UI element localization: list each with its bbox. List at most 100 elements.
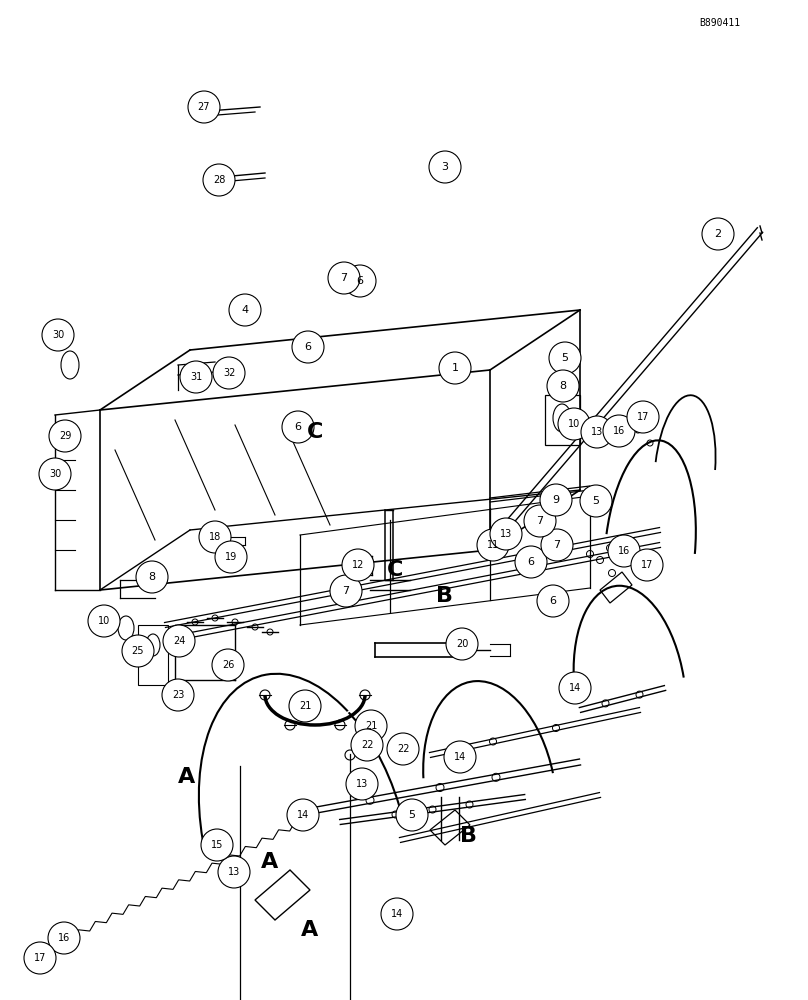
Text: 10: 10 [568,419,580,429]
Circle shape [42,319,74,351]
Circle shape [580,485,612,517]
Circle shape [627,401,659,433]
Circle shape [136,561,168,593]
Text: 13: 13 [228,867,240,877]
Text: 7: 7 [537,516,544,526]
Text: 17: 17 [641,560,653,570]
Circle shape [603,415,635,447]
Text: 7: 7 [343,586,350,596]
Text: 14: 14 [297,810,309,820]
Circle shape [201,829,233,861]
Circle shape [631,549,663,581]
Text: 21: 21 [365,721,377,731]
Text: 25: 25 [132,646,145,656]
Circle shape [199,521,231,553]
Text: 1: 1 [452,363,458,373]
Text: 20: 20 [456,639,468,649]
Circle shape [328,262,360,294]
Text: 17: 17 [637,412,649,422]
Text: 26: 26 [222,660,234,670]
Circle shape [48,922,80,954]
Circle shape [282,411,314,443]
Text: 7: 7 [553,540,561,550]
Text: B: B [436,586,453,606]
Text: 21: 21 [299,701,311,711]
Text: 2: 2 [714,229,722,239]
Circle shape [289,690,321,722]
Text: 30: 30 [48,469,61,479]
Text: 30: 30 [52,330,64,340]
Text: 12: 12 [351,560,364,570]
Circle shape [344,265,376,297]
Text: 5: 5 [409,810,415,820]
Text: 6: 6 [528,557,535,567]
Circle shape [215,541,247,573]
Circle shape [537,585,569,617]
Circle shape [439,352,471,384]
Circle shape [429,151,461,183]
Circle shape [558,408,590,440]
Text: 11: 11 [487,540,499,550]
Text: B: B [460,826,477,846]
Circle shape [477,529,509,561]
Text: 31: 31 [190,372,202,382]
Text: 22: 22 [360,740,373,750]
Text: 5: 5 [592,496,600,506]
Circle shape [49,420,81,452]
Text: 9: 9 [553,495,560,505]
Text: 32: 32 [223,368,235,378]
Circle shape [608,535,640,567]
Circle shape [387,733,419,765]
Text: 28: 28 [213,175,225,185]
Circle shape [702,218,734,250]
Text: A: A [301,920,318,940]
Circle shape [346,768,378,800]
Text: C: C [307,422,323,442]
Circle shape [446,628,478,660]
Circle shape [541,529,573,561]
Circle shape [444,741,476,773]
Circle shape [292,331,324,363]
Text: 18: 18 [209,532,221,542]
Circle shape [287,799,319,831]
Text: 13: 13 [591,427,603,437]
Circle shape [515,546,547,578]
Circle shape [381,898,413,930]
Text: A: A [179,767,196,787]
Text: 6: 6 [549,596,557,606]
Circle shape [351,729,383,761]
Text: 16: 16 [58,933,70,943]
Text: 14: 14 [454,752,466,762]
Text: 15: 15 [211,840,223,850]
Text: 14: 14 [391,909,403,919]
Text: 6: 6 [356,276,364,286]
Circle shape [39,458,71,490]
Circle shape [180,361,212,393]
Circle shape [355,710,387,742]
Circle shape [188,91,220,123]
Circle shape [213,357,245,389]
Text: 23: 23 [172,690,184,700]
Circle shape [24,942,56,974]
Circle shape [524,505,556,537]
Circle shape [218,856,250,888]
Text: 16: 16 [618,546,630,556]
Text: 5: 5 [562,353,569,363]
Circle shape [203,164,235,196]
Text: B890411: B890411 [699,18,740,28]
Circle shape [490,518,522,550]
Text: 13: 13 [500,529,512,539]
Text: 13: 13 [356,779,368,789]
Text: 8: 8 [149,572,156,582]
Text: 4: 4 [242,305,249,315]
Text: 27: 27 [198,102,210,112]
Text: A: A [261,852,279,872]
Circle shape [547,370,579,402]
Text: 16: 16 [613,426,625,436]
Text: 3: 3 [441,162,448,172]
Text: 7: 7 [340,273,347,283]
Text: 8: 8 [559,381,566,391]
Text: 22: 22 [397,744,409,754]
Circle shape [342,549,374,581]
Circle shape [559,672,591,704]
